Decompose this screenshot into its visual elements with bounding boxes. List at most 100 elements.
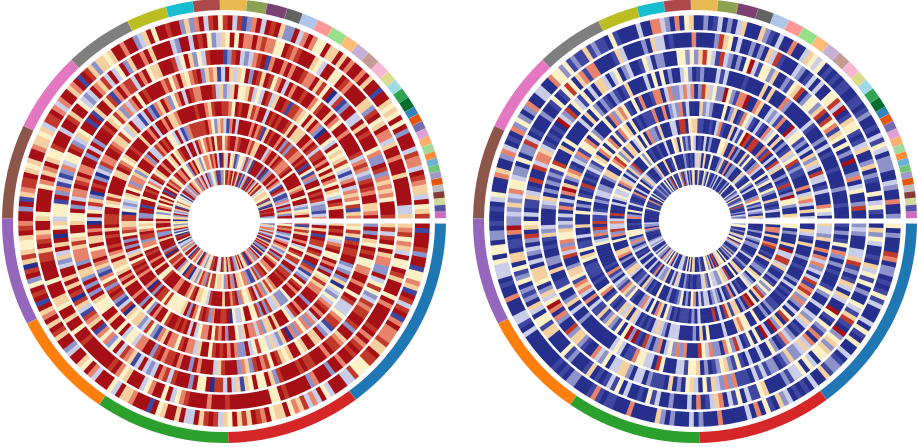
heat-cell (688, 256, 692, 272)
heat-cell (705, 136, 711, 152)
heat-cell (738, 370, 747, 386)
heat-cell (858, 114, 875, 127)
heat-cell (747, 403, 758, 419)
heat-cell (674, 254, 682, 269)
heat-cell (652, 89, 661, 105)
heat-cell (364, 286, 380, 297)
heat-cell (400, 141, 416, 152)
heat-cell (685, 256, 690, 272)
heat-cell (177, 148, 188, 163)
heat-cell (506, 211, 522, 217)
heat-cell (252, 302, 262, 318)
heat-cell (848, 247, 864, 255)
heat-cell (540, 212, 556, 218)
heat-cell (254, 239, 268, 249)
heat-cell (247, 51, 255, 67)
heat-cell (790, 42, 803, 59)
heat-cell (411, 250, 428, 259)
heat-cell (363, 320, 379, 334)
heat-cell (662, 374, 670, 391)
heat-cell (711, 410, 719, 426)
heat-cell (878, 164, 895, 174)
heat-cell (638, 180, 652, 192)
heat-cell (784, 273, 800, 284)
heat-cell (154, 262, 169, 274)
heat-cell (293, 359, 305, 375)
heat-cell (598, 389, 610, 406)
heat-cell (104, 213, 120, 218)
heat-cell (308, 241, 324, 248)
category-segment (432, 184, 444, 193)
heat-cell (754, 326, 765, 341)
heat-cell (645, 230, 661, 237)
heat-cell (850, 205, 867, 212)
heat-cell (279, 327, 291, 343)
heat-cell (705, 272, 712, 288)
heat-cell (26, 157, 43, 167)
heat-cell (194, 121, 202, 137)
heat-cell (696, 32, 702, 48)
heat-cell (845, 259, 862, 268)
heat-cell (593, 347, 606, 362)
heat-cell (74, 254, 90, 263)
heat-cell (173, 20, 183, 36)
heat-cell (707, 272, 714, 288)
heat-cell (163, 186, 178, 197)
heat-cell (639, 179, 653, 190)
heat-cell (623, 344, 634, 360)
heat-cell (734, 389, 743, 405)
heat-cell (571, 274, 587, 285)
category-segment (905, 204, 917, 212)
heat-cell (312, 326, 326, 341)
heat-cell (718, 159, 727, 174)
category-segment (570, 395, 700, 443)
heat-cell (703, 67, 710, 83)
heat-cell (110, 289, 125, 302)
heat-cell (410, 255, 427, 264)
heat-cell (719, 160, 729, 175)
heat-cell (84, 279, 100, 290)
heat-cell (761, 361, 772, 377)
heat-cell (590, 159, 605, 171)
heat-cell (263, 406, 272, 423)
heat-cell (352, 334, 367, 349)
heat-cell (338, 132, 353, 145)
heat-cell (754, 81, 766, 97)
heat-cell (523, 207, 539, 213)
heat-cell (795, 338, 809, 353)
heat-cell (715, 85, 722, 102)
heat-cell (771, 114, 785, 129)
heat-cell (124, 192, 140, 200)
heat-cell (681, 394, 688, 410)
heat-cell (499, 152, 515, 163)
heat-cell (234, 255, 241, 270)
heat-cell (653, 408, 662, 424)
heat-cell (344, 196, 360, 203)
heat-cell (835, 286, 851, 297)
heat-cell (70, 208, 86, 214)
heat-cell (183, 243, 197, 254)
heat-cell (782, 155, 798, 167)
heat-cell (57, 96, 73, 110)
heat-cell (538, 284, 554, 295)
heat-cell (354, 165, 370, 175)
heat-cell (83, 360, 97, 375)
heat-cell (794, 315, 809, 329)
heat-cell (680, 255, 686, 271)
heat-cell (584, 172, 600, 182)
heat-cell (779, 76, 792, 92)
heat-cell (512, 263, 528, 273)
heat-cell (109, 182, 125, 191)
heat-cell (321, 340, 335, 356)
heat-cell (245, 249, 257, 262)
heat-cell (323, 381, 336, 397)
heat-cell (176, 298, 187, 314)
heat-cell (107, 245, 123, 253)
heat-cell (232, 15, 239, 31)
heat-cell (192, 179, 203, 193)
heat-cell (771, 314, 784, 328)
heat-cell (177, 236, 192, 245)
heat-cell (321, 86, 335, 102)
heat-cell (662, 122, 671, 138)
heat-cell (599, 180, 615, 189)
